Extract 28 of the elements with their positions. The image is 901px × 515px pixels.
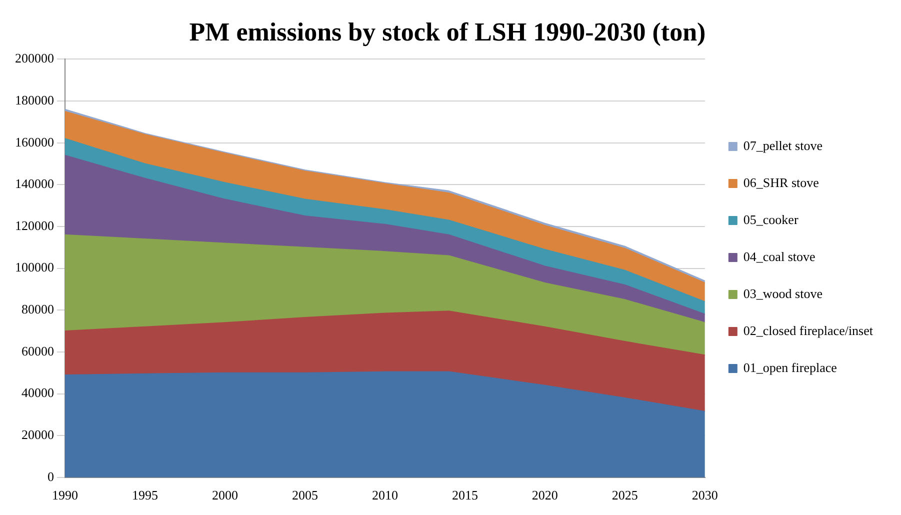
- y-tick-label: 40000: [22, 385, 54, 400]
- x-tick-label: 2020: [532, 488, 558, 503]
- legend-label: 05_cooker: [743, 212, 799, 227]
- legend-label: 02_closed fireplace/inset: [743, 322, 874, 338]
- legend-label: 07_pellet stove: [743, 138, 823, 153]
- legend-label: 01_open fireplace: [743, 360, 838, 375]
- y-tick-label: 200000: [15, 50, 54, 66]
- x-tick-label: 2000: [212, 488, 238, 503]
- legend-label: 04_coal stove: [743, 248, 816, 264]
- x-tick-label: 1990: [52, 488, 78, 503]
- chart-title: PM emissions by stock of LSH 1990-2030 (ton): [189, 17, 706, 46]
- y-tick-label: 20000: [22, 427, 54, 442]
- y-tick-label: 160000: [15, 134, 54, 150]
- legend-label: 03_wood stove: [743, 286, 823, 301]
- legend-label: 06_SHR stove: [743, 174, 820, 190]
- y-tick-label: 180000: [15, 92, 54, 108]
- x-tick-label: 2005: [292, 488, 318, 503]
- x-tick-label: 1995: [132, 488, 158, 503]
- x-tick-label: 2015: [452, 488, 478, 503]
- y-tick-label: 140000: [15, 176, 54, 192]
- y-tick-label: 80000: [22, 302, 54, 317]
- x-tick-label: 2030: [692, 488, 718, 503]
- y-tick-label: 100000: [15, 260, 54, 275]
- x-tick-label: 2010: [372, 488, 398, 503]
- y-tick-label: 120000: [15, 218, 54, 233]
- y-tick-label: 0: [48, 468, 54, 484]
- y-tick-label: 60000: [22, 343, 54, 358]
- x-tick-label: 2025: [612, 488, 638, 503]
